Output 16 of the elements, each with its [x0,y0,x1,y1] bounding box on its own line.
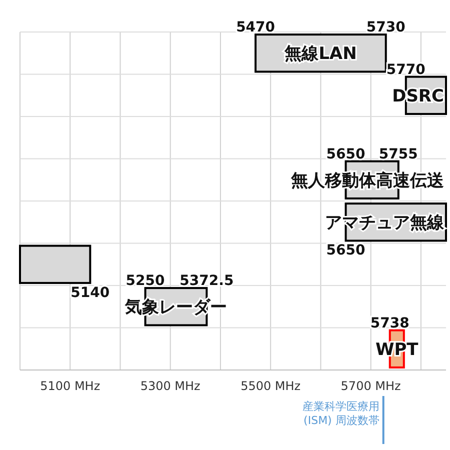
annotation: 5250 [126,273,166,290]
annotation: 5730 [366,20,406,36]
x-tick-label: 5500 MHz [240,379,301,393]
x-tick-label: 5300 MHz [140,379,200,393]
data-label: 5140 [70,284,110,301]
annotation: 5755 [378,146,418,162]
y-tick-label: 無線LAN [284,44,357,64]
annotation: 5650 [326,146,366,162]
x-tick-label: 5100 MHz [40,379,100,393]
annotation: 5738 [370,315,410,332]
annotation: 5770 [386,62,426,78]
annotation: 5372.5 [180,273,234,290]
annotation: 5650 [326,242,366,259]
annotation: 5470 [236,20,276,36]
x-tick-label: 5700 MHz [340,379,401,393]
ref-line-label: 産業科学医療用 (ISM) 周波数帯 [302,400,380,427]
